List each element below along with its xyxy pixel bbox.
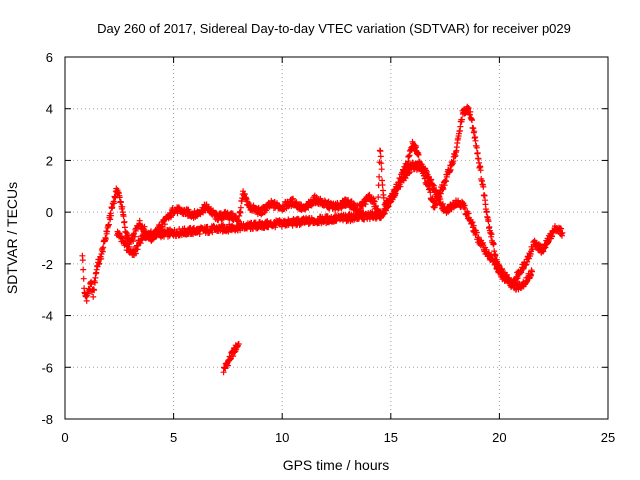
y-tick-labels: -8 -6 -4 -2 0 2 4 6 bbox=[41, 50, 53, 427]
point-markers-main bbox=[79, 103, 566, 304]
x-tick-label: 25 bbox=[601, 430, 615, 445]
point-markers-isolated-segment bbox=[220, 341, 242, 376]
plot-frame bbox=[64, 56, 609, 420]
y-axis-label: SDTVAR / TECUs bbox=[4, 182, 20, 294]
y-tick-label: 6 bbox=[46, 50, 53, 65]
series-isolated-segment bbox=[220, 341, 242, 376]
x-tick-label: 15 bbox=[384, 430, 398, 445]
y-tick-label: 2 bbox=[46, 153, 53, 168]
y-tick-label: 0 bbox=[46, 205, 53, 220]
x-tick-label: 20 bbox=[492, 430, 506, 445]
y-tick-label: -8 bbox=[41, 412, 53, 427]
y-tick-label: 4 bbox=[46, 102, 53, 117]
chart-title: Day 260 of 2017, Sidereal Day-to-day VTE… bbox=[97, 21, 571, 36]
x-tick-label: 5 bbox=[170, 430, 177, 445]
series-main bbox=[79, 103, 566, 304]
y-tick-label: -2 bbox=[41, 257, 53, 272]
y-tick-label: -6 bbox=[41, 360, 53, 375]
grid-lines bbox=[65, 57, 608, 419]
x-axis-label: GPS time / hours bbox=[283, 457, 390, 473]
x-tick-label: 10 bbox=[275, 430, 289, 445]
x-tick-label: 0 bbox=[61, 430, 68, 445]
x-tick-labels: 0 5 10 15 20 25 bbox=[61, 430, 615, 445]
series-lower-branch bbox=[114, 159, 535, 293]
axis-ticks bbox=[64, 56, 609, 420]
y-tick-label: -4 bbox=[41, 309, 53, 324]
data-points bbox=[79, 103, 566, 376]
point-markers-lower-branch bbox=[114, 159, 535, 293]
